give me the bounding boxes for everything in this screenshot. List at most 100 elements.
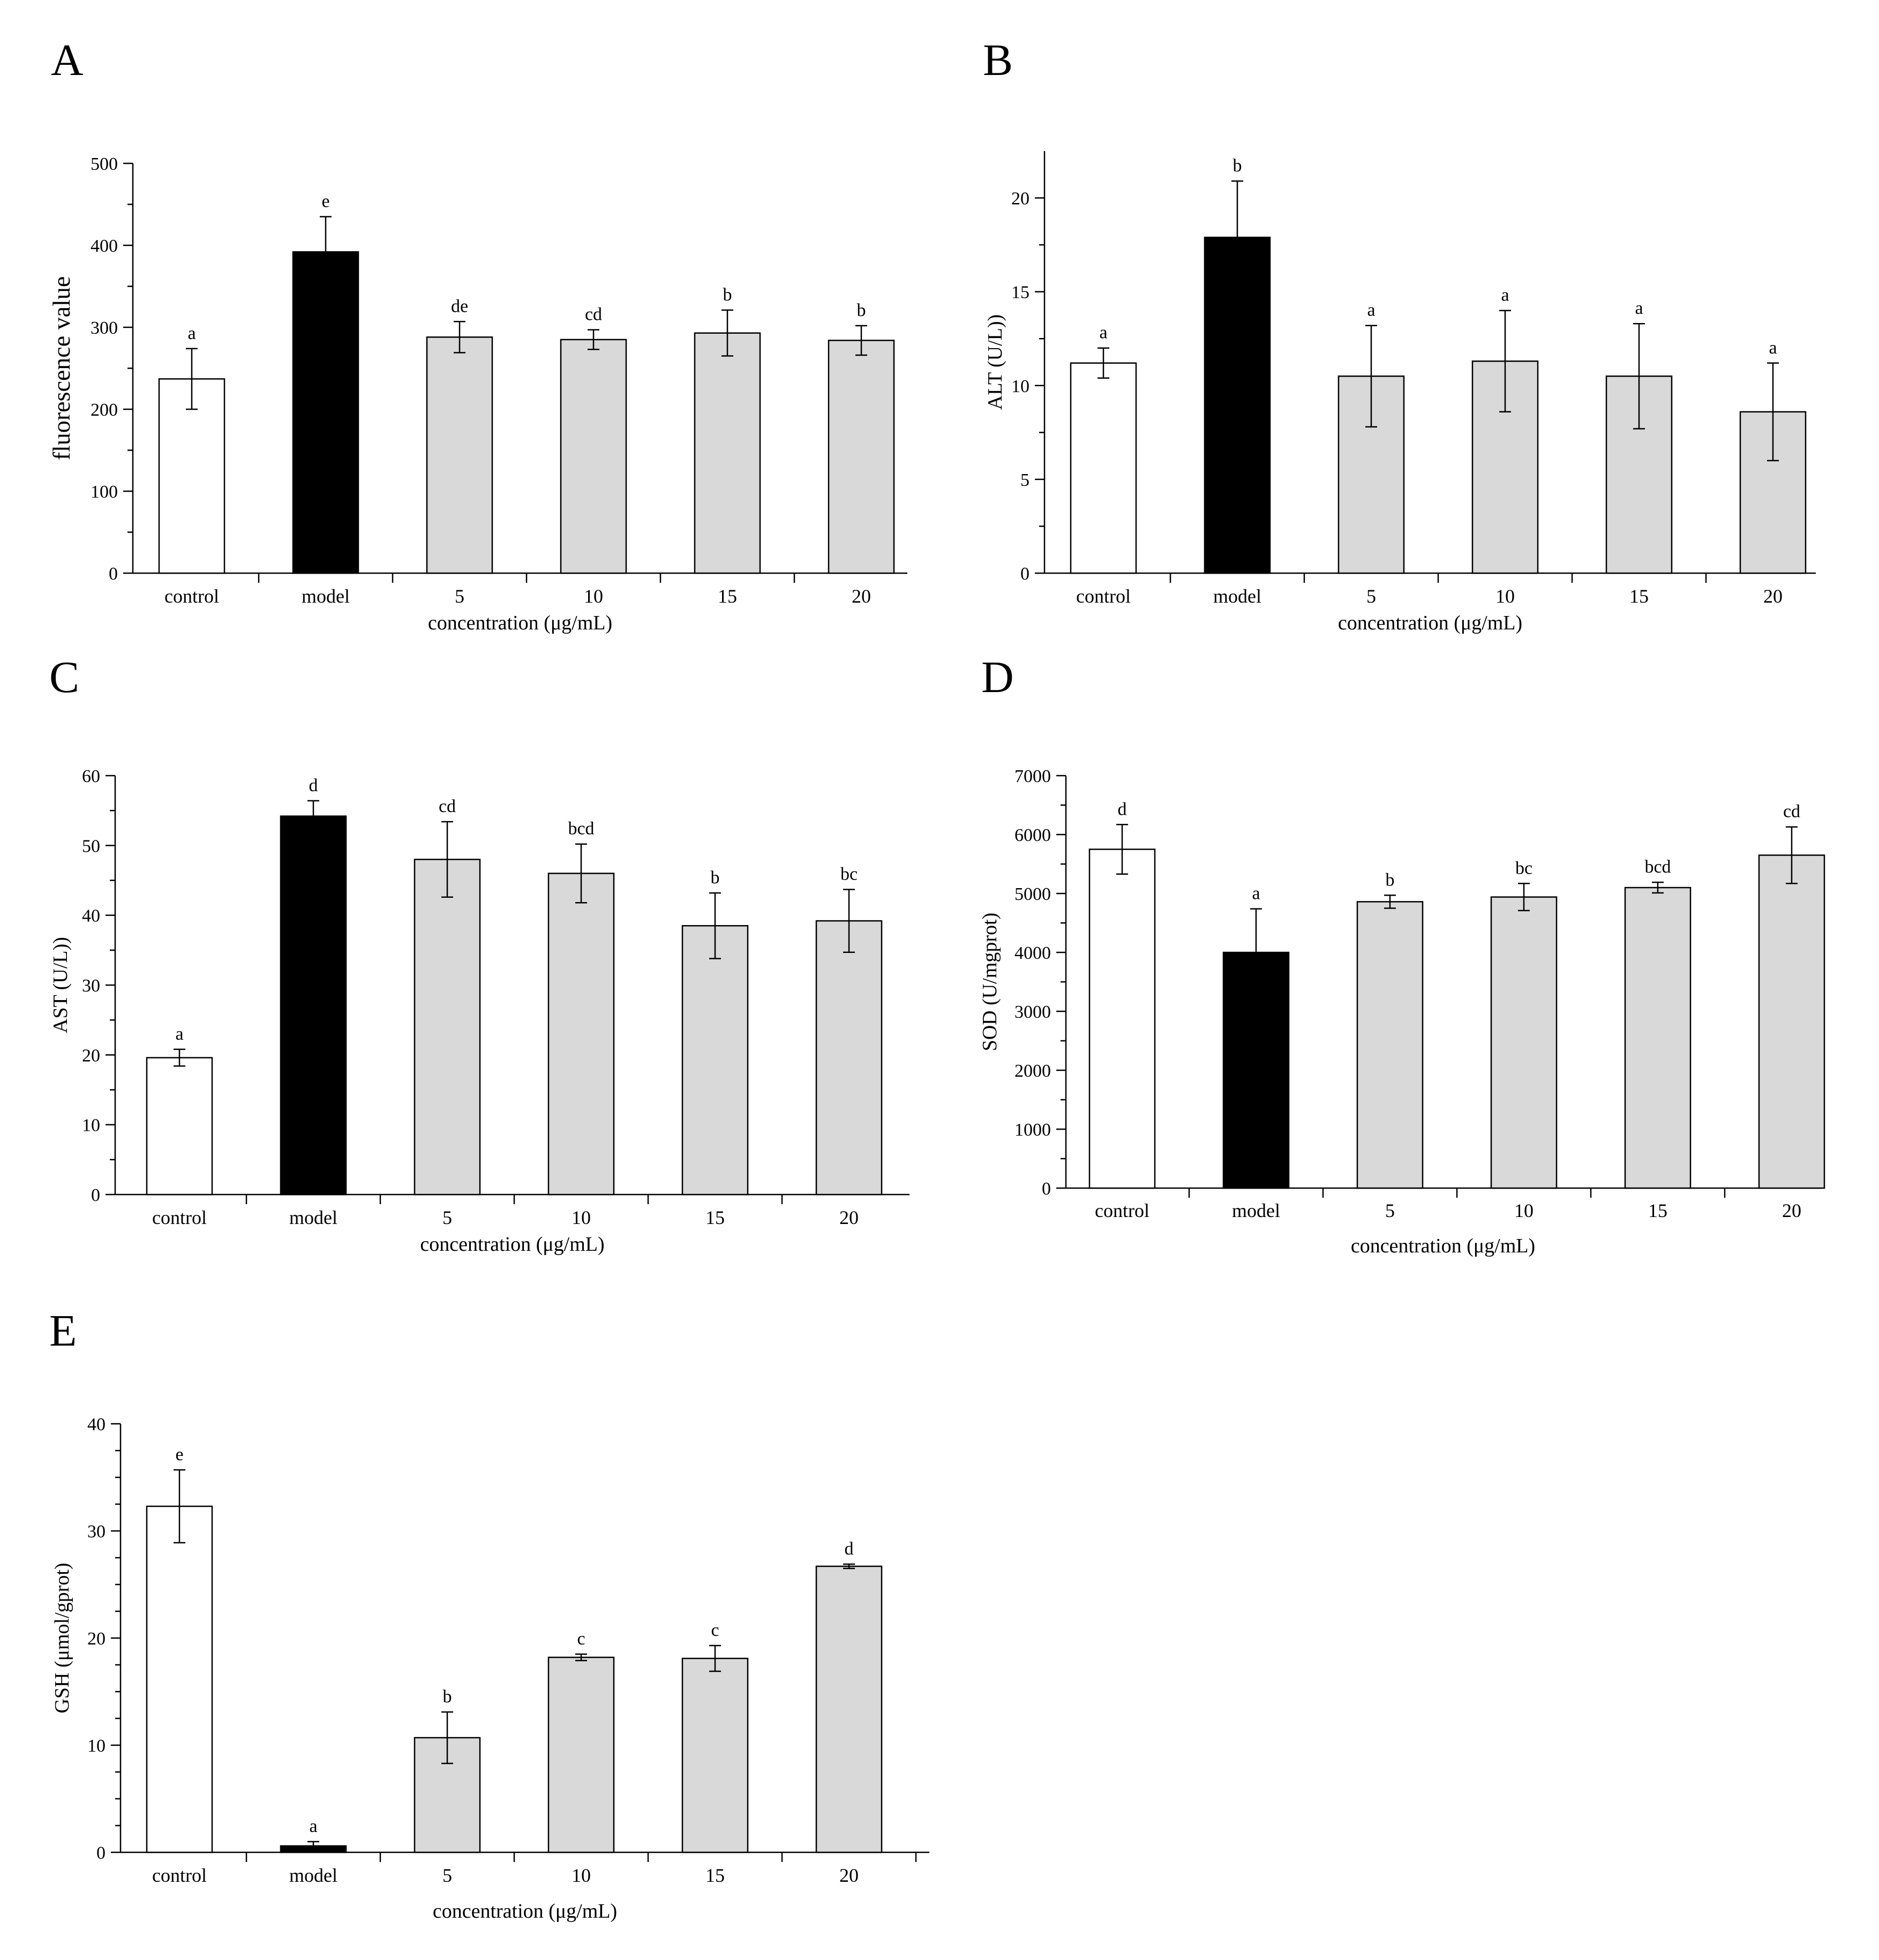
significance-letter: b — [711, 868, 720, 888]
significance-letter: cd — [439, 797, 456, 816]
category-label: 10 — [584, 585, 603, 607]
category-label: model — [289, 1207, 337, 1228]
category-label: 10 — [572, 1207, 591, 1228]
panel-letter: D — [981, 652, 1014, 702]
y-tick-label: 30 — [87, 1522, 106, 1542]
category-label: 10 — [572, 1865, 591, 1886]
panel-letter: C — [49, 652, 79, 702]
y-tick-label: 0 — [91, 1185, 100, 1205]
bar-20 — [815, 920, 883, 1196]
bar-control — [1070, 362, 1137, 574]
bar-15 — [681, 925, 749, 1196]
significance-letter: bcd — [568, 819, 594, 839]
y-tick-label: 0 — [109, 564, 118, 584]
significance-letter: b — [443, 1687, 452, 1707]
bar-control — [146, 1505, 213, 1853]
category-label: 5 — [455, 585, 464, 607]
bar-model — [280, 815, 347, 1196]
bar-model — [292, 251, 359, 574]
y-tick-label: 6000 — [1014, 825, 1051, 845]
category-label: model — [1213, 585, 1261, 607]
x-axis-title: concentration (μg/mL) — [433, 1900, 617, 1923]
y-axis-title: SOD (U/mgprot) — [979, 913, 1001, 1052]
y-tick-label: 60 — [82, 767, 100, 786]
category-label: 20 — [852, 585, 871, 607]
category-label: 15 — [705, 1207, 725, 1228]
significance-letter: bcd — [1644, 857, 1671, 877]
significance-letter: a — [309, 1816, 317, 1836]
y-tick-label: 20 — [87, 1629, 106, 1649]
y-tick-label: 5 — [1020, 470, 1029, 490]
y-tick-label: 0 — [1042, 1179, 1051, 1199]
category-label: 20 — [839, 1865, 859, 1886]
significance-letter: de — [451, 296, 468, 316]
significance-letter: e — [321, 191, 329, 211]
significance-letter: a — [1769, 338, 1777, 358]
y-axis-title: GSH (μmol/gprot) — [51, 1563, 73, 1713]
bar-15 — [694, 332, 761, 574]
category-label: 20 — [839, 1207, 859, 1228]
category-label: 5 — [442, 1207, 452, 1228]
category-label: 15 — [1629, 585, 1649, 607]
bar-control — [1088, 848, 1156, 1189]
y-tick-label: 20 — [1011, 189, 1029, 209]
significance-letter: a — [187, 324, 196, 343]
significance-letter: c — [577, 1629, 585, 1649]
category-label: 5 — [1385, 1200, 1395, 1221]
y-tick-label: 20 — [82, 1046, 100, 1065]
y-tick-label: 5000 — [1014, 884, 1051, 904]
significance-letter: a — [175, 1024, 183, 1044]
y-tick-label: 1000 — [1014, 1120, 1051, 1140]
y-tick-label: 100 — [91, 482, 118, 502]
significance-letter: a — [1635, 298, 1643, 318]
category-label: control — [152, 1207, 207, 1228]
y-tick-label: 400 — [91, 236, 118, 256]
significance-letter: d — [1118, 799, 1127, 819]
category-label: control — [1095, 1200, 1149, 1221]
category-label: 10 — [1495, 585, 1515, 607]
significance-letter: a — [1501, 286, 1509, 305]
y-tick-label: 3000 — [1014, 1002, 1051, 1022]
panel-letter: E — [49, 1306, 77, 1356]
bar-15 — [1624, 887, 1692, 1189]
significance-letter: cd — [585, 305, 602, 325]
category-label: 15 — [718, 585, 737, 607]
y-tick-label: 7000 — [1014, 767, 1051, 786]
y-tick-label: 0 — [1020, 564, 1029, 584]
bar-5 — [426, 336, 493, 574]
significance-letter: b — [1233, 156, 1242, 176]
panel-letter: A — [51, 35, 84, 85]
y-tick-label: 40 — [87, 1415, 106, 1435]
y-tick-label: 30 — [82, 976, 100, 996]
y-axis-title: AST (U/L)) — [49, 937, 72, 1033]
bar-control — [146, 1057, 213, 1196]
x-axis-title: concentration (μg/mL) — [428, 612, 612, 634]
bar-5 — [1356, 901, 1424, 1189]
significance-letter: c — [711, 1620, 719, 1640]
panel-letter: B — [983, 35, 1013, 85]
category-label: model — [289, 1865, 337, 1886]
bar-10 — [560, 339, 627, 574]
y-tick-label: 10 — [1011, 377, 1029, 396]
category-label: model — [1232, 1200, 1280, 1221]
category-label: 20 — [1782, 1200, 1801, 1221]
significance-letter: b — [857, 301, 866, 320]
category-label: control — [152, 1865, 207, 1886]
significance-letter: bc — [1515, 858, 1532, 878]
category-label: model — [302, 585, 350, 607]
y-tick-label: 15 — [1011, 283, 1029, 303]
x-axis-title: concentration (μg/mL) — [1338, 612, 1522, 634]
category-label: 15 — [1648, 1200, 1667, 1221]
bar-10 — [547, 873, 615, 1196]
y-tick-label: 10 — [87, 1736, 106, 1756]
y-tick-label: 200 — [91, 400, 118, 420]
significance-letter: b — [1386, 870, 1395, 890]
x-axis-title: concentration (μg/mL) — [420, 1233, 604, 1256]
significance-letter: d — [845, 1539, 854, 1559]
category-label: control — [1076, 585, 1131, 607]
y-axis-title: ALT (U/L)) — [984, 314, 1006, 410]
y-tick-label: 500 — [91, 154, 118, 174]
category-label: 5 — [1366, 585, 1376, 607]
bar-20 — [815, 1565, 883, 1853]
y-tick-label: 10 — [82, 1116, 100, 1136]
